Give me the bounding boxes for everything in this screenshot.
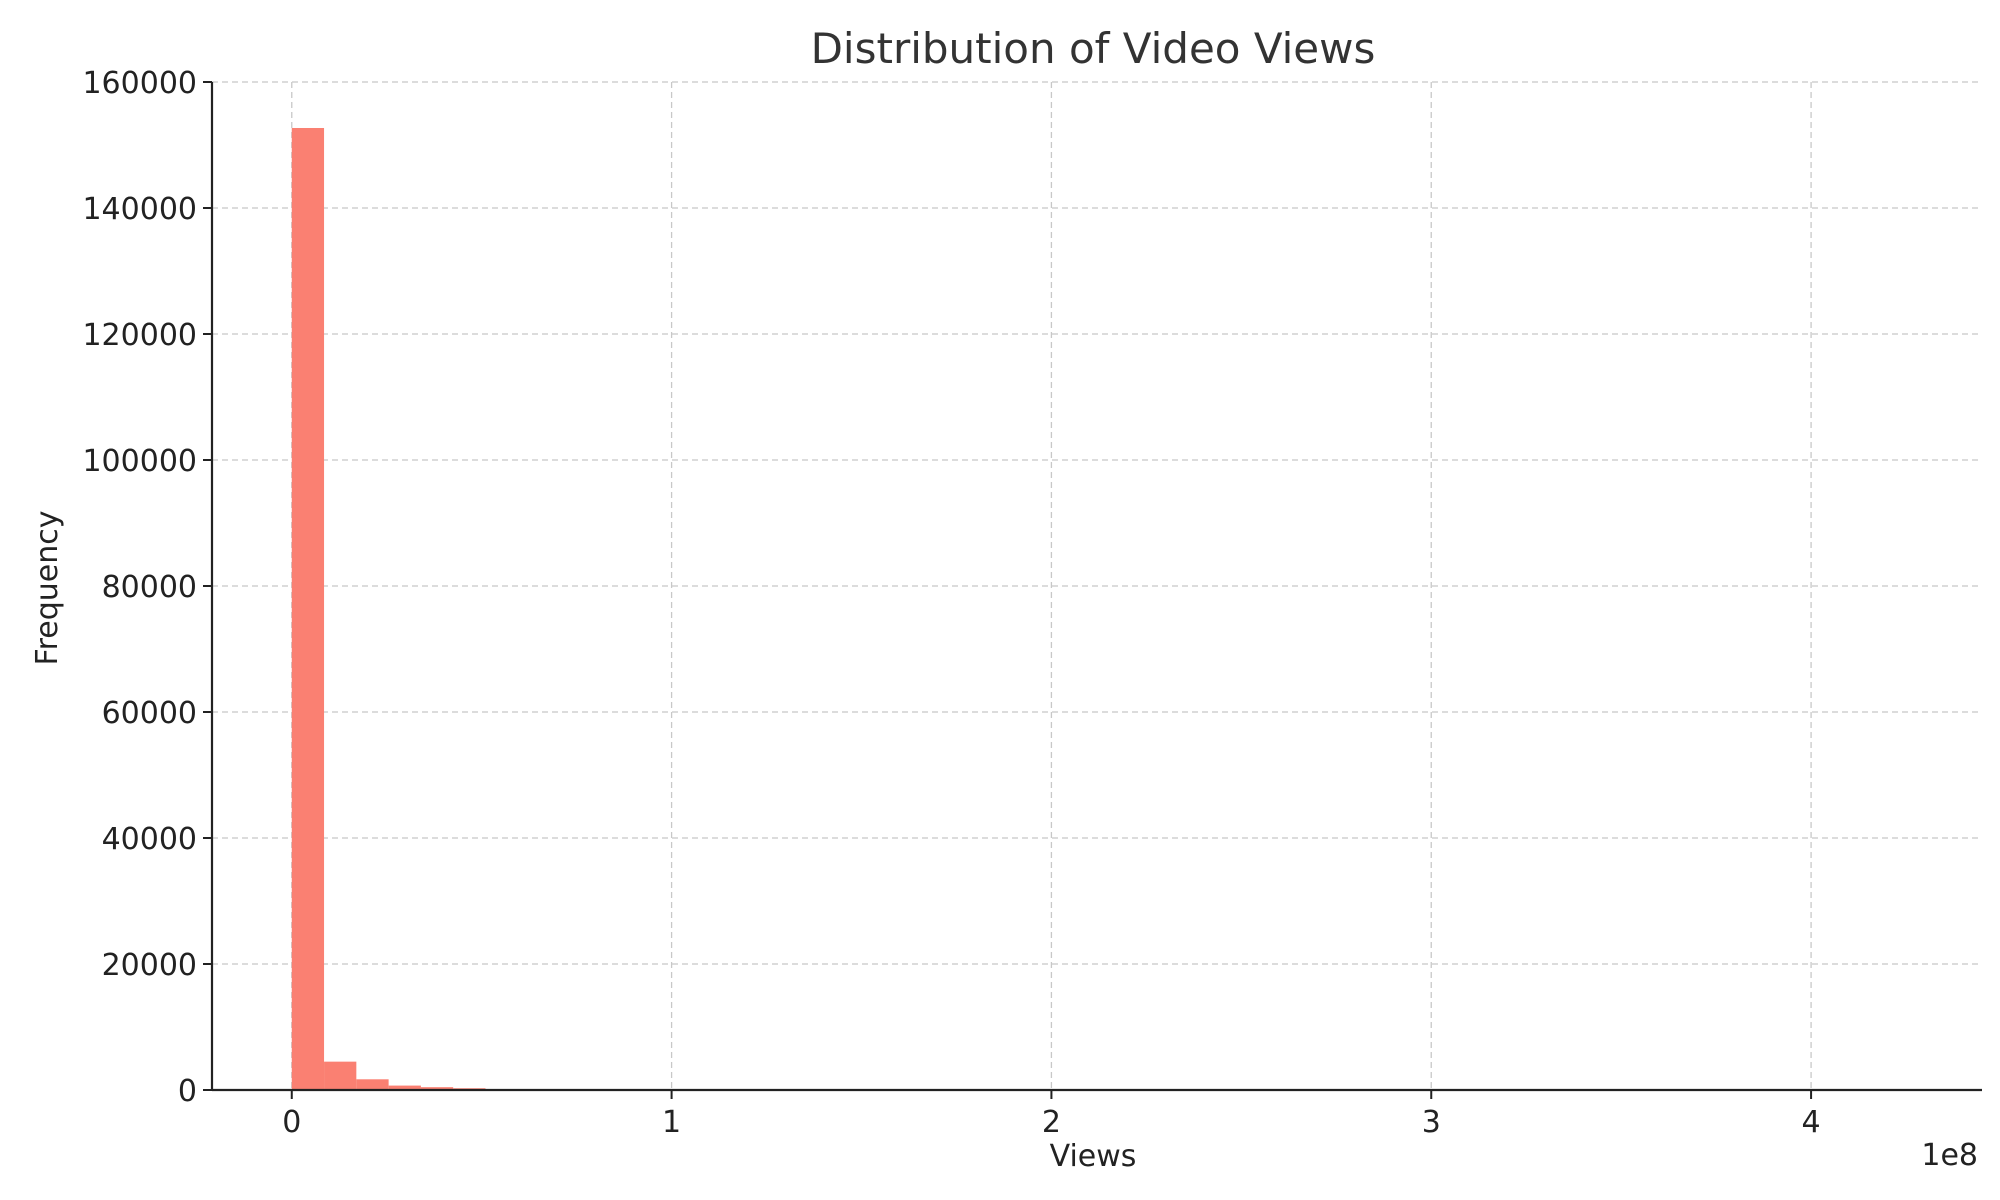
- histogram-bar: [388, 1085, 421, 1090]
- y-tick-label: 100000: [82, 444, 197, 479]
- grid-layer: [212, 81, 1982, 1091]
- y-axis-label: Frequency: [30, 511, 65, 666]
- y-tick-label: 40000: [102, 822, 197, 857]
- histogram-bar: [420, 1087, 454, 1090]
- chart-title: Distribution of Video Views: [811, 24, 1376, 73]
- y-tick-label: 0: [178, 1074, 197, 1109]
- histogram-bar: [291, 127, 325, 1091]
- x-axis-offset-text: 1e8: [1921, 1138, 1978, 1173]
- x-tick-label: 0: [282, 1105, 301, 1140]
- x-tick-label: 3: [1422, 1105, 1441, 1140]
- y-tick-label: 60000: [102, 696, 197, 731]
- bar-layer: [291, 127, 1907, 1091]
- y-tick-label: 140000: [82, 192, 197, 227]
- tick-label-layer: 0 1 2 3 4 0 20000 40000 60000 80000 100000 120000 14…: [82, 66, 1820, 1140]
- histogram-bar: [356, 1079, 389, 1090]
- y-tick-label: 80000: [102, 570, 197, 605]
- x-axis-label: Views: [1050, 1139, 1137, 1174]
- x-tick-label: 4: [1802, 1105, 1821, 1140]
- histogram-bar: [324, 1061, 357, 1090]
- y-tick-label: 20000: [102, 948, 197, 983]
- y-tick-label: 120000: [82, 318, 197, 353]
- y-tick-label: 160000: [82, 66, 197, 101]
- axis-layer: [203, 81, 1982, 1099]
- x-tick-label: 2: [1042, 1105, 1061, 1140]
- x-tick-label: 1: [662, 1105, 681, 1140]
